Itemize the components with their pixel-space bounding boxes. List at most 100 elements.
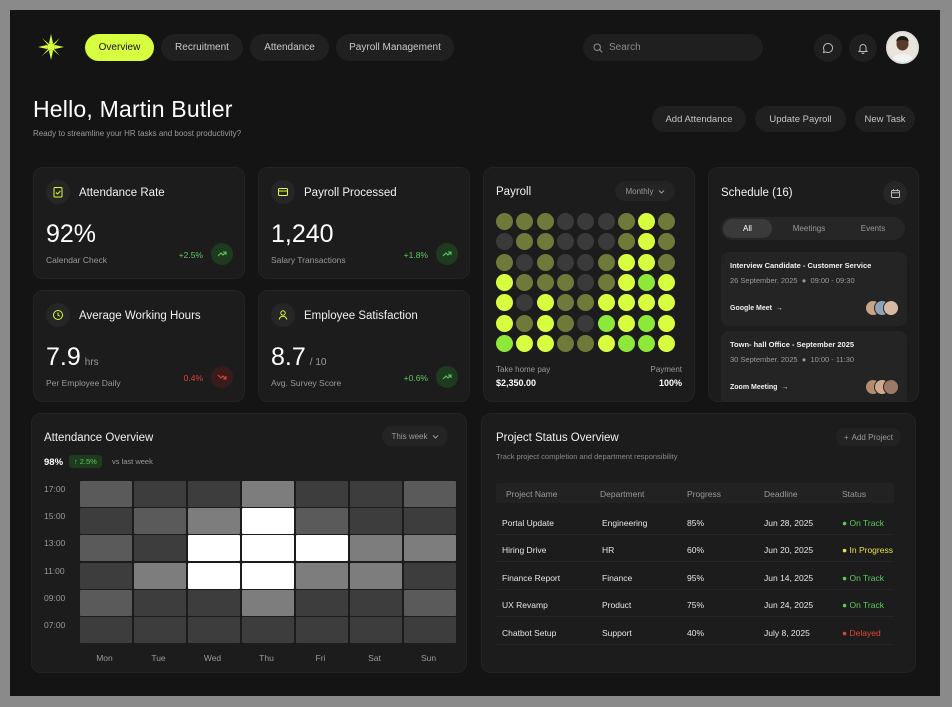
schedule-tab-events[interactable]: Events bbox=[860, 224, 886, 233]
table-row[interactable]: Portal Update Engineering 85% Jun 28, 2025 ●… bbox=[496, 508, 894, 535]
heatmap-cell[interactable] bbox=[188, 562, 240, 589]
kpi-card-attendance-rate: Attendance Rate 92% Calendar Check +2.5% bbox=[33, 167, 245, 279]
heatmap-cell[interactable] bbox=[80, 508, 132, 535]
search-bar[interactable] bbox=[583, 34, 763, 61]
heatmap-cell[interactable] bbox=[242, 589, 294, 616]
heatmap-cell[interactable] bbox=[134, 481, 186, 507]
schedule-title: Schedule (16) bbox=[721, 187, 793, 199]
tab-overview[interactable]: Overview bbox=[85, 34, 154, 61]
table-row[interactable]: Finance Report Finance 95% Jun 14, 2025 ● On… bbox=[496, 563, 894, 590]
project-name: Chatbot Setup bbox=[502, 627, 557, 638]
schedule-tab-all[interactable]: All bbox=[723, 219, 772, 238]
project-name: UX Revamp bbox=[502, 600, 548, 611]
notifications-button[interactable] bbox=[849, 34, 877, 62]
project-deadline: Jun 20, 2025 bbox=[764, 545, 814, 556]
heatmap-cell[interactable] bbox=[242, 508, 294, 535]
attendance-period-dropdown[interactable]: This week bbox=[382, 426, 448, 446]
heatmap-cell[interactable] bbox=[296, 508, 348, 535]
tab-recruitment[interactable]: Recruitment bbox=[161, 34, 243, 61]
heatmap-cell[interactable] bbox=[296, 481, 348, 507]
heatmap-cell[interactable] bbox=[188, 508, 240, 535]
heatmap-cell[interactable] bbox=[296, 589, 348, 616]
heatmap-cell[interactable] bbox=[134, 535, 186, 562]
update-payroll-button[interactable]: Update Payroll bbox=[755, 106, 846, 132]
payroll-period-dropdown[interactable]: Monthly bbox=[615, 181, 675, 201]
heatmap-cell[interactable] bbox=[350, 617, 402, 643]
heatmap-cell[interactable] bbox=[134, 562, 186, 589]
trend-up-icon bbox=[436, 366, 458, 388]
heatmap-cell[interactable] bbox=[404, 589, 456, 616]
calendar-button[interactable] bbox=[883, 181, 907, 205]
payroll-dot bbox=[597, 273, 615, 291]
schedule-tab-meetings[interactable]: Meetings bbox=[792, 224, 826, 233]
heatmap-cell[interactable] bbox=[350, 589, 402, 616]
messages-button[interactable] bbox=[814, 34, 842, 62]
event-datetime: 26 September. 2025 ● 09:00 - 09:30 bbox=[730, 276, 855, 285]
event-link[interactable]: Google Meet → bbox=[730, 305, 783, 312]
heatmap-y-label: 13:00 bbox=[44, 538, 66, 549]
heatmap-cell[interactable] bbox=[80, 535, 132, 562]
new-task-button[interactable]: New Task bbox=[855, 106, 915, 132]
payroll-dot bbox=[617, 314, 635, 332]
status-badge: ● Delayed bbox=[842, 627, 881, 638]
trend-up-icon bbox=[211, 243, 233, 265]
payroll-dot bbox=[617, 294, 635, 312]
heatmap-cell[interactable] bbox=[296, 535, 348, 562]
table-row[interactable]: Hiring Drive HR 60% Jun 20, 2025 ● In Progre… bbox=[496, 535, 894, 563]
heatmap-cell[interactable] bbox=[350, 562, 402, 589]
heatmap-cell[interactable] bbox=[242, 617, 294, 643]
heatmap-cell[interactable] bbox=[188, 589, 240, 616]
heatmap-cell[interactable] bbox=[188, 481, 240, 507]
schedule-event[interactable]: Town- hall Office - September 2025 30 Se… bbox=[721, 331, 907, 401]
heatmap-cell[interactable] bbox=[80, 562, 132, 589]
heatmap-cell[interactable] bbox=[134, 508, 186, 535]
tab-attendance[interactable]: Attendance bbox=[250, 34, 329, 61]
clock-icon bbox=[53, 310, 63, 320]
add-attendance-button[interactable]: Add Attendance bbox=[652, 106, 746, 132]
kpi-value: 1,240 bbox=[271, 220, 334, 248]
payroll-dot bbox=[638, 294, 656, 312]
heatmap-cell[interactable] bbox=[188, 617, 240, 643]
project-department: Finance bbox=[602, 572, 633, 583]
payroll-dot bbox=[617, 213, 635, 230]
project-deadline: July 8, 2025 bbox=[764, 627, 810, 638]
heatmap-cell[interactable] bbox=[404, 508, 456, 535]
heatmap-cell[interactable] bbox=[350, 508, 402, 535]
schedule-event[interactable]: Interview Candidate - Customer Service 2… bbox=[721, 252, 907, 326]
event-link[interactable]: Zoom Meeting → bbox=[730, 384, 789, 391]
heatmap-cell[interactable] bbox=[188, 535, 240, 562]
tab-payroll-management[interactable]: Payroll Management bbox=[336, 34, 454, 61]
payroll-dot bbox=[597, 233, 615, 251]
payroll-dot bbox=[556, 213, 574, 230]
heatmap-x-label: Sun bbox=[420, 653, 437, 663]
heatmap-cell[interactable] bbox=[242, 535, 294, 562]
payment-label: Payment bbox=[650, 365, 682, 374]
payroll-dot bbox=[638, 334, 656, 352]
heatmap-cell[interactable] bbox=[80, 617, 132, 643]
heatmap-cell[interactable] bbox=[242, 562, 294, 589]
kpi-subtitle: Avg. Survey Score bbox=[271, 378, 342, 388]
heatmap-cell[interactable] bbox=[242, 481, 294, 507]
heatmap-cell[interactable] bbox=[80, 589, 132, 616]
heatmap-cell[interactable] bbox=[296, 617, 348, 643]
user-avatar[interactable] bbox=[886, 31, 919, 64]
heatmap-cell[interactable] bbox=[350, 535, 402, 562]
project-progress: 85% bbox=[687, 518, 705, 528]
heatmap-cell[interactable] bbox=[404, 535, 456, 562]
heatmap-y-label: 17:00 bbox=[44, 484, 66, 494]
heatmap-cell[interactable] bbox=[404, 481, 456, 507]
heatmap-cell[interactable] bbox=[134, 589, 186, 616]
table-row[interactable]: UX Revamp Product 75% Jun 24, 2025 ● On Trac… bbox=[496, 590, 894, 618]
heatmap-cell[interactable] bbox=[296, 562, 348, 589]
table-row[interactable]: Chatbot Setup Support 40% July 8, 2025 ● Del… bbox=[496, 618, 894, 645]
heatmap-cell[interactable] bbox=[404, 617, 456, 643]
heatmap-cell[interactable] bbox=[134, 617, 186, 643]
payroll-dot bbox=[536, 334, 554, 352]
heatmap-x-label: Sat bbox=[368, 653, 381, 663]
heatmap-cell[interactable] bbox=[80, 481, 132, 507]
payroll-dot bbox=[496, 273, 513, 291]
heatmap-cell[interactable] bbox=[404, 562, 456, 589]
add-project-button[interactable]: + Add Project bbox=[835, 428, 901, 446]
heatmap-cell[interactable] bbox=[350, 481, 402, 507]
search-input[interactable] bbox=[609, 42, 749, 53]
